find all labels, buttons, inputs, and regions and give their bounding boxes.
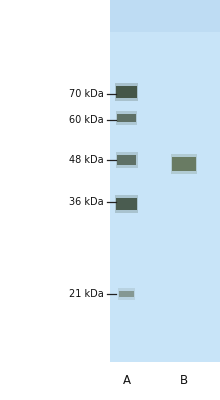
Bar [115,195,138,213]
Text: 70 kDa: 70 kDa [69,89,103,99]
Text: 21 kDa: 21 kDa [69,289,103,299]
Bar [116,152,138,168]
Text: A: A [123,374,130,386]
Bar [110,0,220,32]
Bar [117,114,136,122]
Bar [172,157,196,171]
Text: B: B [180,374,188,386]
Bar [115,83,138,101]
Bar [117,155,136,165]
Bar [118,288,135,300]
Bar [116,86,137,98]
Bar [116,198,137,210]
Bar [116,111,137,125]
Bar [119,291,134,297]
Text: 60 kDa: 60 kDa [69,115,103,125]
Bar [110,0,220,362]
Bar [170,154,197,174]
Text: 48 kDa: 48 kDa [69,155,103,165]
Text: 36 kDa: 36 kDa [69,197,103,207]
